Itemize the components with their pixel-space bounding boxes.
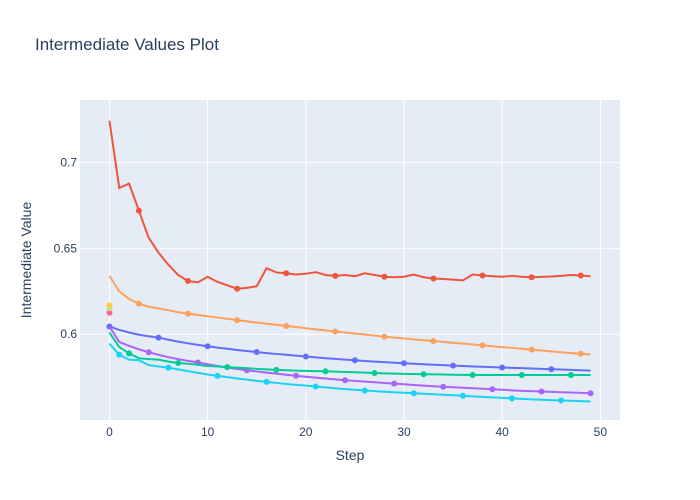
x-tick-label: 40 <box>496 425 510 439</box>
x-tick-label: 50 <box>594 425 608 439</box>
data-point[interactable] <box>430 275 437 282</box>
data-point[interactable] <box>185 310 191 317</box>
data-point[interactable] <box>135 207 142 214</box>
y-axis-label: Intermediate Value <box>18 202 34 319</box>
data-point[interactable] <box>332 328 339 335</box>
data-point[interactable] <box>518 372 525 379</box>
series-layer <box>106 120 594 404</box>
data-point[interactable] <box>126 350 133 357</box>
data-point[interactable] <box>185 278 191 285</box>
data-point[interactable] <box>106 309 113 316</box>
data-point[interactable] <box>322 368 329 375</box>
series-7 <box>106 309 113 316</box>
data-point[interactable] <box>302 353 309 360</box>
x-axis-label: Step <box>336 447 365 463</box>
data-point[interactable] <box>499 364 506 371</box>
data-point[interactable] <box>135 300 142 307</box>
y-tick-label: 0.7 <box>60 156 77 170</box>
data-point[interactable] <box>204 343 211 350</box>
data-point[interactable] <box>577 350 584 357</box>
data-point[interactable] <box>558 397 565 404</box>
chart-title: Intermediate Values Plot <box>35 35 219 54</box>
series-2 <box>108 275 591 357</box>
data-point[interactable] <box>351 357 358 364</box>
data-point[interactable] <box>342 377 349 384</box>
data-point[interactable] <box>509 395 515 402</box>
data-point[interactable] <box>312 383 319 390</box>
data-point[interactable] <box>420 371 427 378</box>
grid-lines <box>80 100 620 420</box>
series-line <box>108 331 591 377</box>
data-point[interactable] <box>234 317 241 324</box>
data-point[interactable] <box>145 349 152 356</box>
data-point[interactable] <box>283 270 290 277</box>
data-point[interactable] <box>293 372 299 379</box>
data-point[interactable] <box>116 351 123 358</box>
data-point[interactable] <box>381 273 388 280</box>
x-tick-label: 20 <box>299 425 313 439</box>
x-tick-label: 0 <box>106 425 113 439</box>
series-9 <box>106 302 113 309</box>
y-tick-label: 0.65 <box>54 241 78 255</box>
y-tick-label: 0.6 <box>60 327 77 341</box>
data-point[interactable] <box>401 360 407 367</box>
data-point[interactable] <box>459 392 466 399</box>
data-point[interactable] <box>489 386 496 393</box>
data-point[interactable] <box>410 390 417 397</box>
data-point[interactable] <box>479 342 486 349</box>
data-point[interactable] <box>332 272 339 279</box>
data-point[interactable] <box>430 338 437 345</box>
data-point[interactable] <box>577 272 584 279</box>
data-point[interactable] <box>548 366 555 373</box>
series-5 <box>108 331 591 379</box>
data-point[interactable] <box>234 285 241 292</box>
series-1 <box>108 120 591 292</box>
data-point[interactable] <box>361 387 368 394</box>
data-point[interactable] <box>155 334 162 341</box>
data-point[interactable] <box>273 366 280 373</box>
data-point[interactable] <box>263 378 270 385</box>
data-point[interactable] <box>440 383 447 390</box>
data-point[interactable] <box>567 372 574 379</box>
data-point[interactable] <box>528 274 535 281</box>
data-point[interactable] <box>450 362 457 369</box>
data-point[interactable] <box>371 369 378 376</box>
data-point[interactable] <box>224 364 231 371</box>
data-point[interactable] <box>479 272 486 279</box>
data-point[interactable] <box>165 364 172 371</box>
series-line <box>109 325 591 372</box>
series-4 <box>108 325 594 397</box>
x-tick-label: 30 <box>397 425 411 439</box>
tick-labels: 0 10 20 30 40 50 0.6 0.65 0.7 <box>54 156 608 439</box>
series-3 <box>106 323 591 373</box>
series-line <box>108 325 591 395</box>
data-point[interactable] <box>106 302 113 309</box>
data-point[interactable] <box>538 388 545 395</box>
data-point[interactable] <box>253 349 260 356</box>
data-point[interactable] <box>587 390 594 397</box>
data-point[interactable] <box>175 360 182 367</box>
series-6 <box>108 342 591 404</box>
data-point[interactable] <box>214 372 221 379</box>
data-point[interactable] <box>381 333 388 340</box>
data-point[interactable] <box>528 346 535 353</box>
data-point[interactable] <box>391 380 398 387</box>
data-point[interactable] <box>469 372 476 379</box>
x-tick-label: 10 <box>201 425 215 439</box>
data-point[interactable] <box>283 322 290 329</box>
